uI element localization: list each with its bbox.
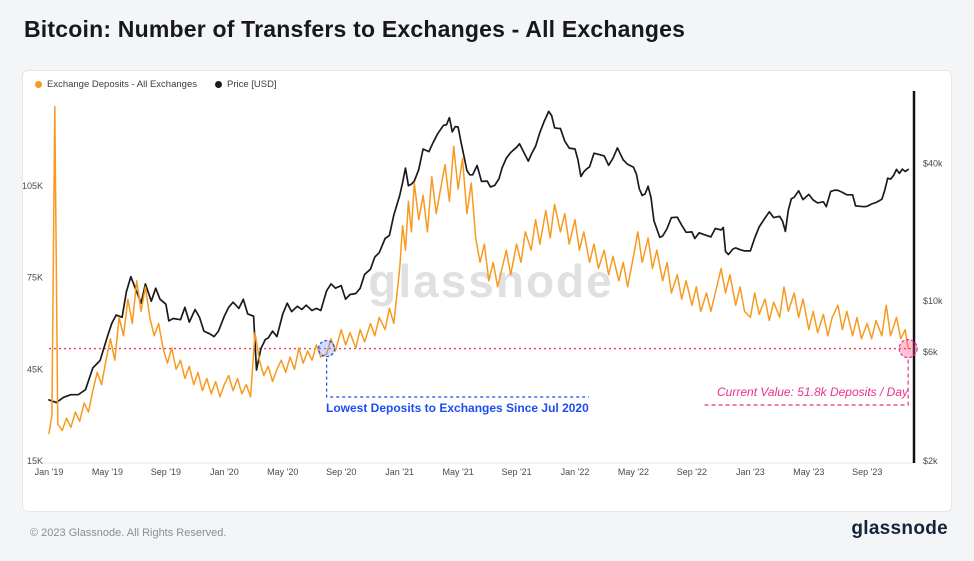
chart-plot-area[interactable]: glassnode 15K 45K 75K 105K $2k $6k $10k $40k Jan …	[23, 71, 951, 511]
svg-text:Sep '23: Sep '23	[852, 467, 882, 477]
svg-text:105K: 105K	[23, 181, 43, 191]
svg-text:75K: 75K	[27, 273, 43, 283]
lowest-annotation: Lowest Deposits to Exchanges Since Jul 2…	[326, 401, 589, 415]
current-value-annotation: Current Value: 51.8k Deposits / Day	[717, 385, 908, 399]
chart-legend: Exchange Deposits - All Exchanges Price …	[35, 79, 277, 90]
svg-text:Sep '20: Sep '20	[326, 467, 356, 477]
chart-card: Exchange Deposits - All Exchanges Price …	[22, 70, 952, 512]
svg-text:May '21: May '21	[443, 467, 474, 477]
legend-label-deposits: Exchange Deposits - All Exchanges	[47, 79, 197, 90]
svg-text:Jan '20: Jan '20	[210, 467, 239, 477]
svg-text:May '20: May '20	[267, 467, 298, 477]
page-title: Bitcoin: Number of Transfers to Exchange…	[24, 16, 686, 42]
legend-label-price: Price [USD]	[226, 79, 277, 90]
svg-text:15K: 15K	[27, 456, 43, 466]
legend-item-deposits[interactable]: Exchange Deposits - All Exchanges	[35, 79, 197, 90]
svg-text:May '23: May '23	[793, 467, 824, 477]
glassnode-logo[interactable]: glassnode	[851, 518, 948, 539]
svg-text:$40k: $40k	[923, 159, 943, 169]
svg-text:$6k: $6k	[923, 347, 938, 357]
svg-text:$2k: $2k	[923, 456, 938, 466]
price-series-dot-icon	[214, 81, 222, 88]
svg-text:45K: 45K	[27, 364, 43, 374]
svg-text:May '19: May '19	[92, 467, 123, 477]
svg-text:Jan '21: Jan '21	[385, 467, 414, 477]
svg-text:Jan '23: Jan '23	[736, 467, 765, 477]
svg-text:Sep '22: Sep '22	[677, 467, 707, 477]
svg-text:$10k: $10k	[923, 296, 943, 306]
svg-text:Sep '21: Sep '21	[501, 467, 531, 477]
svg-text:Jan '19: Jan '19	[35, 467, 64, 477]
svg-text:glassnode: glassnode	[368, 255, 614, 307]
svg-text:Jan '22: Jan '22	[561, 467, 590, 477]
footer-copyright: © 2023 Glassnode. All Rights Reserved.	[30, 527, 227, 539]
deposits-series-dot-icon	[35, 81, 42, 88]
svg-text:May '22: May '22	[618, 467, 649, 477]
svg-text:Sep '19: Sep '19	[151, 467, 181, 477]
legend-item-price[interactable]: Price [USD]	[214, 79, 277, 90]
